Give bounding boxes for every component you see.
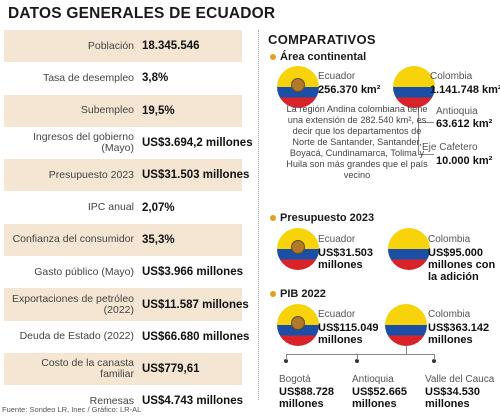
ecuador-flag-icon [277,304,319,346]
presupuesto-ecuador-name: Ecuador [318,234,356,245]
area-heading: Área continental [270,51,366,63]
ecuador-flag-icon [277,228,319,270]
ecuador-flag-icon [277,66,319,108]
connector-line [286,354,287,360]
row-value: US$3.966 millones [142,266,243,279]
row-value: 35,3% [142,233,175,246]
row-value: US$11.587 millones [142,298,249,311]
pib-colombia-value: US$363.142 millones [428,322,490,346]
colombia-flag-icon [388,228,430,270]
antioquia-value: 63.612 km² [436,118,493,130]
row-value: 18.345.546 [142,40,200,53]
row-value: 2,07% [142,201,175,214]
area-colombia-value: 1.141.748 km² [430,84,500,96]
row-value: 19,5% [142,104,175,117]
row-label: Presupuesto 2023 [48,168,134,181]
pib-heading-text: PIB 2022 [280,288,326,300]
node-dot [432,359,436,363]
area-ecuador-value: 256.370 km² [318,84,381,96]
region-name: Antioquia [352,374,394,385]
table-row: Gasto público (Mayo) US$3.966 millones [4,256,243,288]
row-label: Exportaciones de petróleo (2022) [12,292,134,316]
eje-name: Eje Cafetero [422,142,478,153]
row-label: Ingresos del gobierno (Mayo) [33,131,134,155]
colombia-flag-icon [393,66,435,108]
table-row: Ingresos del gobierno (Mayo) US$3.694,2 m… [4,127,253,159]
table-row: IPC anual 2,07% [4,191,242,223]
area-ecuador-name: Ecuador [318,71,356,82]
bullet-icon [270,54,276,60]
connector-line [418,108,419,154]
connector-line [418,154,434,155]
data-table: Población 18.345.546 Tasa de desempleo 3,8… [4,30,253,418]
row-value: US$66.680 millones [142,330,250,343]
table-row: Subempleo 19,5% [4,94,242,127]
row-value: US$4.743 millones [142,395,243,408]
row-label: Subempleo [80,104,134,117]
area-description: La región Andina colombiana tiene una ex… [286,104,428,180]
connector-line [406,346,407,354]
bullet-icon [270,215,276,221]
row-label: Tasa de desempleo [42,71,134,84]
row-value: US$779,61 [142,363,200,376]
row-value: US$31.503 millones [142,169,250,182]
region-value: US$52.665 millones [352,386,408,410]
presupuesto-heading: Presupuesto 2023 [270,212,374,224]
region-name: Bogotá [279,374,311,385]
table-row: Costo de la canasta familiar US$779,61 [4,352,242,386]
row-label: Costo de la canasta familiar [41,357,134,381]
table-row: Población 18.345.546 [4,30,242,63]
pib-heading: PIB 2022 [270,288,326,300]
connector-line [434,354,435,360]
area-colombia-name: Colombia [430,71,473,82]
presupuesto-heading-text: Presupuesto 2023 [280,212,375,224]
row-value: US$3.694,2 millones [142,137,253,150]
comparativos-title: COMPARATIVOS [268,32,376,47]
region-value: US$88.728 millones [279,386,335,410]
connector-line [286,354,434,355]
area-heading-text: Área continental [280,51,367,63]
presupuesto-ecuador-value: US$31.503 millones [318,247,374,271]
row-label: Deuda de Estado (2022) [19,330,134,343]
region-name: Valle del Cauca [425,374,495,385]
pib-ecuador-value: US$115.049 millones [318,322,379,346]
main-title: DATOS GENERALES DE ECUADOR [8,5,276,22]
table-row: Confianza del consumidor 35,3% [4,223,242,257]
connector-line [418,122,434,123]
presupuesto-colombia-name: Colombia [428,234,471,245]
row-value: 3,8% [142,72,169,85]
eje-value: 10.000 km² [436,155,493,167]
row-label: Gasto público (Mayo) [34,265,134,278]
colombia-flag-icon [385,304,427,346]
table-row: Remesas US$4.743 millones [4,385,243,417]
source-note: Fuente: Sondeo LR, Inec / Gráfico: LR-AL [2,405,142,414]
pib-colombia-name: Colombia [428,309,471,320]
node-dot [284,359,288,363]
bullet-icon [270,291,276,297]
table-row: Deuda de Estado (2022) US$66.680 millones [4,321,250,353]
node-dot [355,359,359,363]
table-row: Presupuesto 2023 US$31.503 millones [4,159,249,192]
row-label: Confianza del consumidor [12,233,134,246]
region-value: US$34.530 millones [425,386,481,410]
table-row: Exportaciones de petróleo (2022) US$11.58… [4,288,249,321]
table-row: Tasa de desempleo 3,8% [4,62,242,94]
connector-line [357,354,358,360]
row-label: Remesas [89,394,134,407]
column-divider [258,30,260,400]
row-label: IPC anual [87,201,134,214]
pib-ecuador-name: Ecuador [318,309,356,320]
row-label: Población [87,39,134,52]
antioquia-name: Antioquia [436,106,478,117]
presupuesto-colombia-value: US$95.000 millones con la adición [428,247,496,283]
